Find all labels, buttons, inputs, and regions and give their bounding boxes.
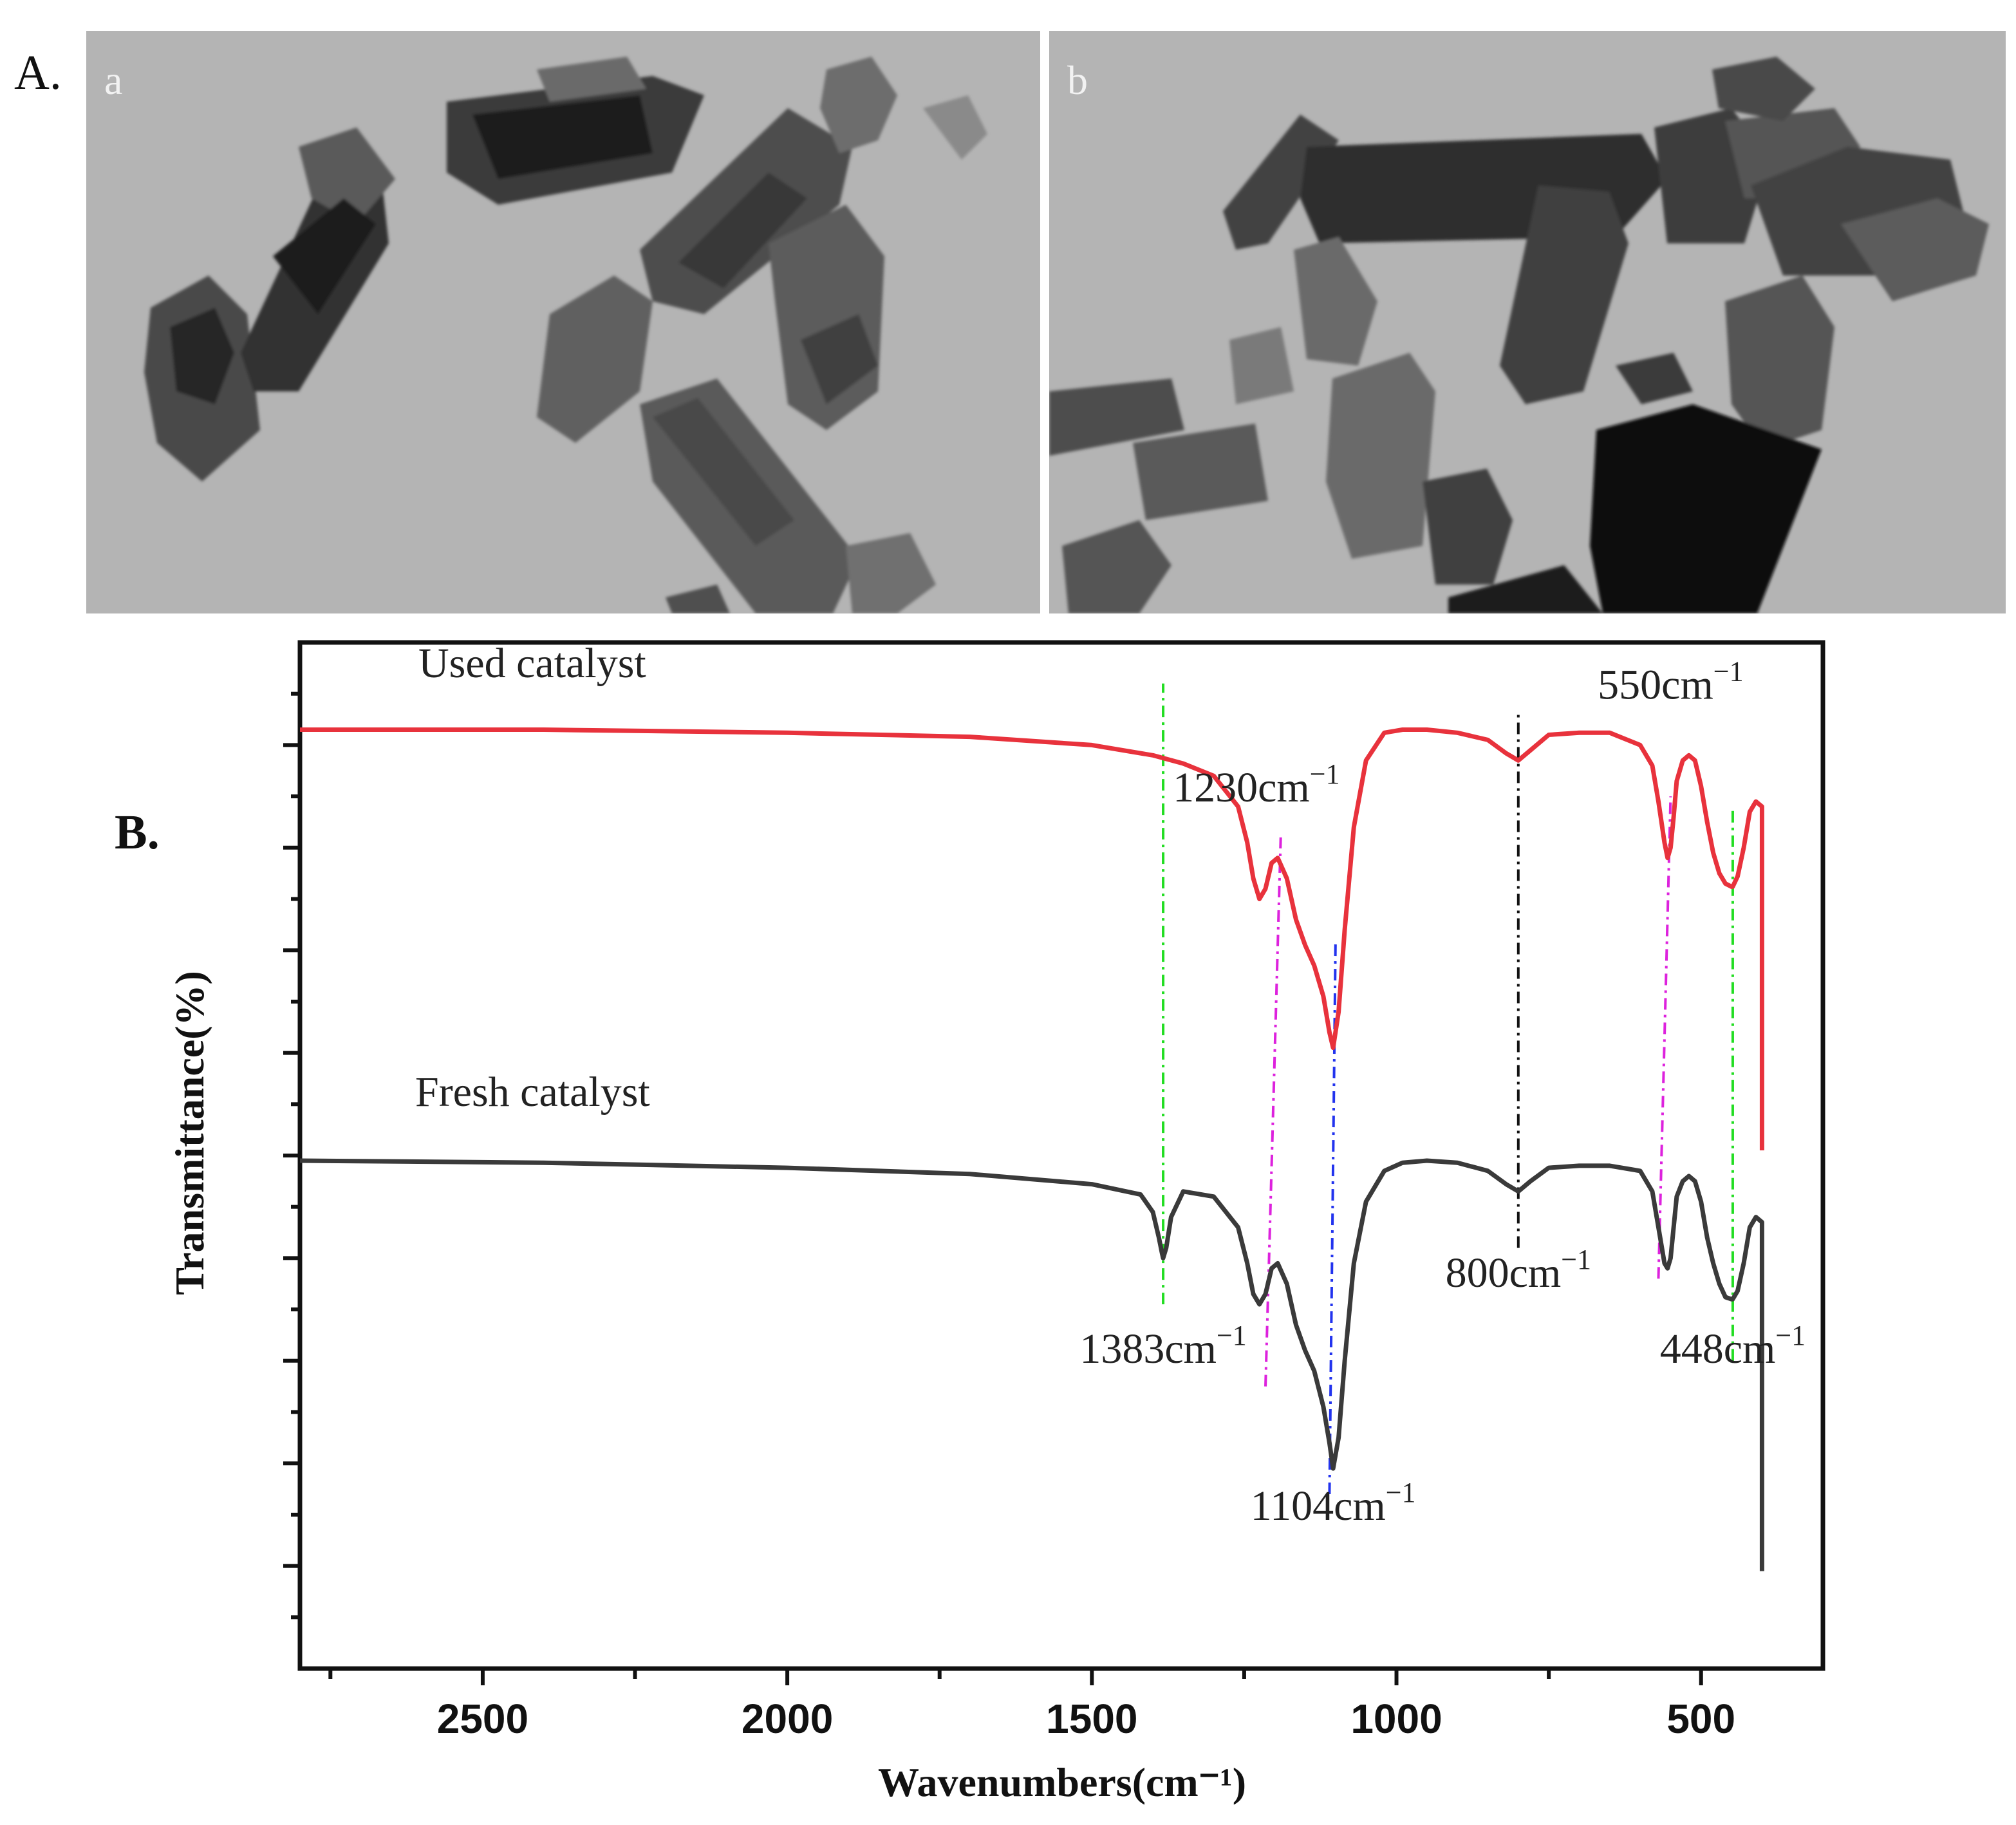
tem-image-a-particles — [144, 57, 987, 613]
plot-frame — [297, 640, 1825, 1671]
series-line-used-catalyst — [300, 727, 1764, 1150]
peak-annotation: 550cm−1 — [1598, 656, 1743, 709]
y-axis-label: Transmittance(%) — [167, 971, 212, 1295]
panel-label-b: B. — [115, 805, 160, 859]
tem-image-a-sublabel: a — [104, 57, 123, 103]
reference-lines — [1162, 683, 1734, 1495]
reference-line — [1264, 837, 1282, 1387]
x-axis-label: Wavenumbers(cm⁻¹) — [878, 1759, 1246, 1805]
peak-annotation: 448cm−1 — [1660, 1320, 1806, 1372]
reference-line — [1657, 796, 1672, 1279]
x-tick-label: 500 — [1666, 1696, 1735, 1742]
x-axis-ticks: 2500 2000 1500 1000 500 — [328, 1669, 1735, 1742]
peak-annotation: 1104cm−1 — [1251, 1477, 1416, 1530]
x-tick-label: 1500 — [1046, 1696, 1137, 1742]
panel-label-a: A. — [14, 46, 62, 100]
tem-image-b: b — [1049, 31, 2006, 613]
tem-image-b-sublabel: b — [1067, 57, 1088, 103]
x-tick-label: 2500 — [437, 1696, 528, 1742]
peak-annotation: 1383cm−1 — [1079, 1320, 1246, 1372]
tem-image-a: a — [86, 31, 1040, 613]
x-tick-label: 1000 — [1350, 1696, 1442, 1742]
y-axis-ticks — [283, 691, 300, 1620]
series-label-fresh-catalyst: Fresh catalyst — [415, 1069, 650, 1116]
peak-annotations: 1230cm−1 550cm−1 800cm−1 1383cm−1 448cm−1 110… — [1079, 656, 1806, 1530]
reference-line — [1328, 940, 1337, 1495]
x-tick-label: 2000 — [742, 1696, 833, 1742]
series-label-used-catalyst: Used catalyst — [418, 640, 646, 687]
peak-annotation: 1230cm−1 — [1173, 758, 1339, 811]
peak-annotation: 800cm−1 — [1446, 1244, 1591, 1296]
series-line-fresh-catalyst — [299, 1158, 1764, 1571]
tem-image-b-particles — [1049, 57, 1989, 613]
ftir-chart: 2500 2000 1500 1000 500 Used catalyst Fresh … — [167, 640, 1825, 1805]
